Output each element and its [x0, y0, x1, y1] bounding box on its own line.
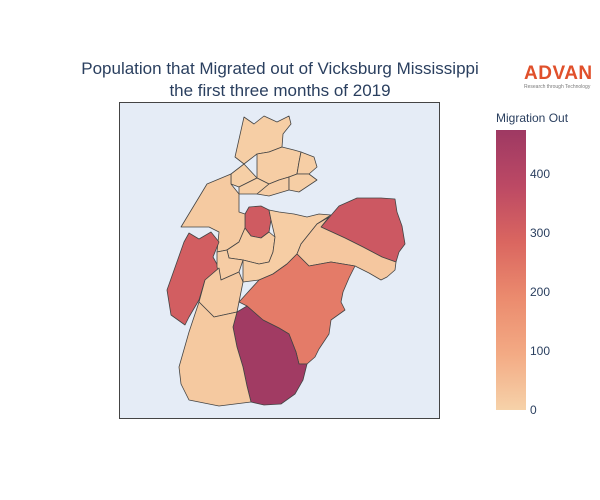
advan-logo: ADVAN Research through Technology: [524, 64, 600, 90]
logo-wordmark: ADVAN: [524, 63, 593, 84]
colorbar-tick-label: 400: [530, 167, 551, 182]
colorbar: [496, 130, 526, 410]
chart-title-line-2: the first three months of 2019: [169, 81, 391, 100]
map-regions: [166, 115, 406, 407]
choropleth-map[interactable]: [119, 102, 440, 419]
colorbar-title: Migration Out: [496, 111, 569, 125]
chart-title: Population that Migrated out of Vicksbur…: [40, 58, 520, 102]
colorbar-tick-label: 0: [530, 403, 537, 417]
map-region-tract-south-west[interactable]: [178, 301, 252, 407]
logo-tagline: Research through Technology: [524, 84, 591, 90]
chart-title-line-1: Population that Migrated out of Vicksbur…: [81, 59, 479, 78]
map-region-tract-west-peninsula[interactable]: [180, 173, 246, 253]
colorbar-tick-label: 100: [530, 344, 551, 359]
colorbar-tick-label: 200: [530, 285, 551, 300]
map-region-tract-north-mid-4[interactable]: [288, 173, 318, 193]
colorbar-tick-label: 300: [530, 226, 551, 241]
